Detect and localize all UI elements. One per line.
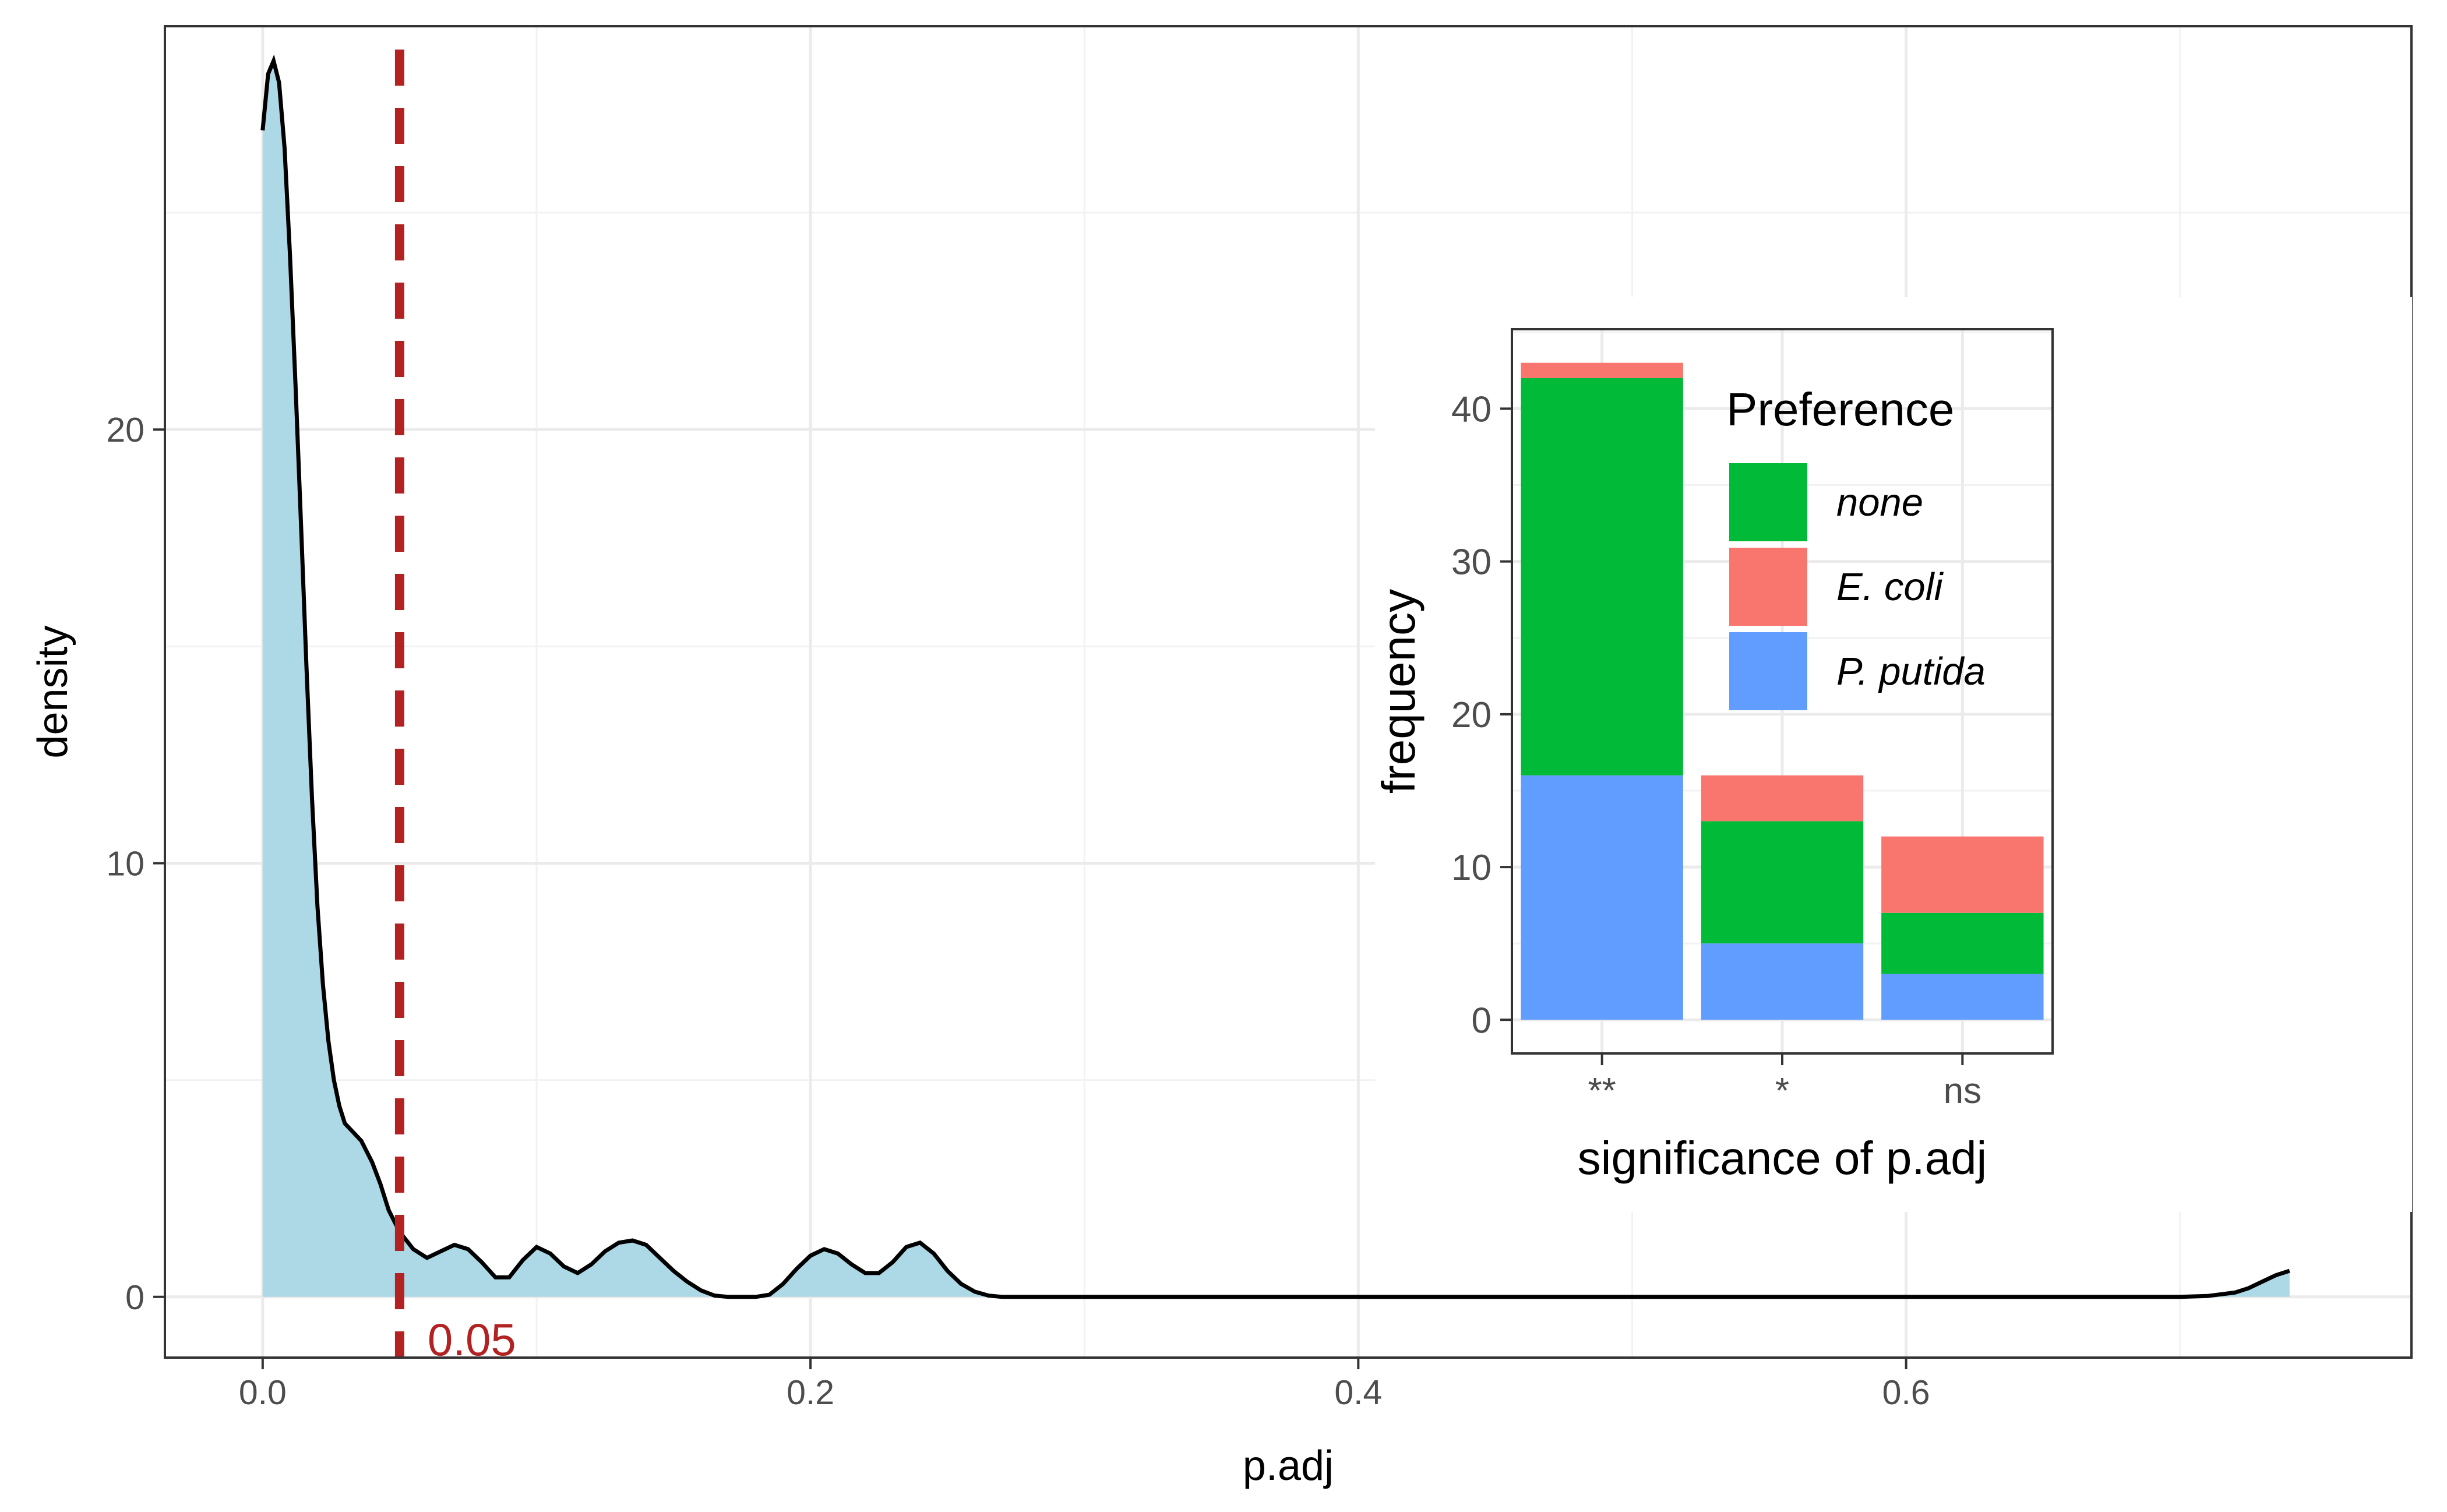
inset-y-tick-label: 10	[1451, 848, 1492, 888]
legend-items: none E. coli P. putida	[1729, 463, 1986, 710]
bar-segment	[1521, 378, 1683, 776]
bar-segment	[1701, 821, 1864, 944]
legend-label: P. putida	[1836, 650, 1986, 693]
main-y-axis: 0 10 20	[106, 411, 165, 1317]
bar-segment	[1521, 362, 1683, 378]
main-x-axis-title: p.adj	[1243, 1443, 1334, 1489]
inset-bars	[1521, 362, 2044, 1020]
inset-x-tick-label: ns	[1944, 1071, 1981, 1111]
main-x-tick-label: 0.4	[1334, 1373, 1382, 1412]
inset-x-tick-label: *	[1775, 1071, 1789, 1111]
inset-x-tick-label: **	[1588, 1071, 1616, 1111]
legend-label: E. coli	[1836, 565, 1944, 609]
inset-y-tick-label: 20	[1451, 695, 1492, 735]
main-x-axis: 0.0 0.2 0.4 0.6	[239, 1358, 1930, 1412]
legend-label: none	[1836, 481, 1923, 524]
inset-y-tick-label: 0	[1472, 1000, 1492, 1041]
inset-y-tick-label: 40	[1451, 389, 1492, 429]
bar-segment	[1881, 912, 2044, 974]
inset-y-axis: 0 10 20 30 40	[1451, 389, 1512, 1041]
legend-swatch	[1729, 632, 1807, 710]
inset-x-axis-title: significance of p.adj	[1578, 1132, 1987, 1184]
inset-y-tick-label: 30	[1451, 542, 1492, 583]
inset-x-axis: ** * ns	[1588, 1053, 1981, 1111]
main-y-tick-label: 0	[125, 1278, 144, 1317]
main-x-tick-label: 0.0	[239, 1373, 287, 1412]
inset-y-axis-title: frequency	[1373, 589, 1425, 794]
main-x-tick-label: 0.2	[787, 1373, 834, 1412]
bar-segment	[1521, 775, 1683, 1020]
bar-segment	[1701, 943, 1864, 1020]
legend-swatch	[1729, 548, 1807, 626]
main-y-tick-label: 10	[106, 844, 144, 883]
legend-swatch	[1729, 463, 1807, 541]
legend: Preference none E. coli P. putida	[1726, 383, 1986, 710]
density-line	[260, 54, 2290, 1299]
main-x-tick-label: 0.6	[1882, 1373, 1930, 1412]
main-y-axis-title: density	[30, 625, 76, 758]
bar-segment	[1881, 974, 2044, 1020]
legend-title: Preference	[1726, 383, 1954, 435]
bar-segment	[1701, 775, 1864, 822]
bar-segment	[1881, 836, 2044, 913]
main-y-tick-label: 20	[106, 411, 144, 449]
